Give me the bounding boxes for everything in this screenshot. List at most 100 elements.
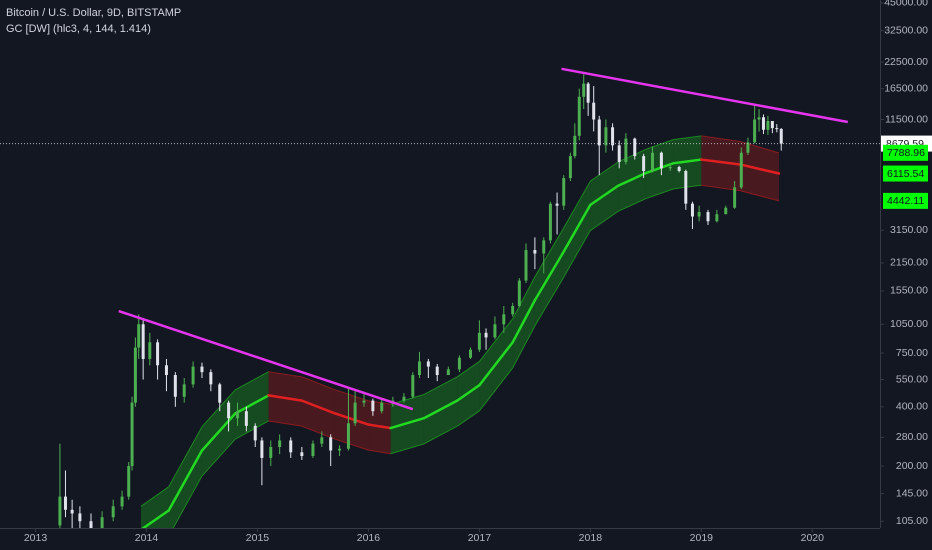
candle-body [668, 167, 672, 169]
band-area [701, 135, 741, 191]
candle-body [127, 466, 131, 497]
band-edge [512, 325, 536, 369]
candle-body [684, 170, 688, 204]
band-edge [235, 420, 269, 440]
candle-body [253, 425, 257, 441]
candle-body [592, 102, 596, 120]
candle-body [753, 119, 757, 143]
band-mid-line [589, 184, 620, 207]
indicator-label: GC [DW] (hlc3, 4, 144, 1.414) [6, 23, 151, 35]
band-value-label: 7788.96 [887, 147, 925, 159]
y-tick-label: 1550.00 [890, 285, 928, 297]
candle-body [289, 440, 293, 453]
candle-body [446, 369, 450, 376]
y-tick-label: 16500.00 [884, 82, 928, 94]
band-edge [562, 230, 591, 280]
candle-body [63, 496, 67, 510]
candle-body [380, 402, 384, 412]
candle-body [200, 366, 204, 373]
band-mid-line [389, 416, 426, 430]
candle-body [624, 138, 628, 162]
band-mid-line [672, 158, 703, 165]
band-mid-line [167, 449, 204, 512]
candle-body [484, 332, 488, 338]
x-tick-label: 2013 [24, 532, 48, 544]
band-edge [740, 190, 780, 202]
candle-body [597, 119, 601, 146]
band-edge [562, 180, 591, 230]
y-tick-label: 11500.00 [885, 113, 928, 125]
x-tick-label: 2019 [690, 532, 714, 544]
candle-body [715, 214, 719, 222]
y-tick-label: 145.00 [896, 487, 928, 499]
candle-body [775, 128, 779, 130]
candle-body [244, 411, 248, 426]
candle-body [402, 396, 406, 401]
y-tick-label: 32500.00 [884, 24, 928, 36]
candle-body [218, 384, 222, 403]
candle-body [555, 203, 559, 206]
candle-body [100, 517, 104, 528]
candle-body [209, 372, 213, 385]
candle-body [260, 440, 264, 458]
y-tick-label: 45000.00 [884, 0, 928, 9]
candle-body [524, 250, 528, 281]
candle-body [577, 96, 581, 136]
band-mid-line [616, 171, 648, 188]
y-tick-label: 200.00 [896, 460, 928, 472]
candle-body [120, 496, 124, 507]
candle-body [164, 365, 168, 376]
candle-body [779, 128, 783, 144]
band-edge [512, 276, 536, 319]
candle-body [761, 117, 765, 130]
candle-body [542, 240, 546, 254]
legend: Bitcoin / U.S. Dollar, 9D, BITSTAMP GC [… [6, 7, 181, 35]
candle-body [457, 357, 461, 370]
candle-body [173, 375, 177, 397]
candle-body [611, 127, 615, 146]
candle-body [58, 496, 62, 526]
y-tick-label: 2150.00 [890, 257, 928, 269]
candle-body [235, 411, 239, 419]
candle-body [617, 145, 621, 162]
candle-body [311, 443, 315, 457]
band-value-box [883, 165, 928, 182]
band-edge [645, 188, 674, 200]
candle-body [746, 142, 750, 153]
band-mid-line [738, 163, 781, 175]
candle-body [642, 156, 646, 171]
trendline [561, 67, 849, 124]
x-tick-label: 2017 [468, 532, 492, 544]
y-tick-label: 400.00 [896, 401, 928, 413]
candle-body [89, 521, 93, 528]
band-mid-line [200, 412, 237, 452]
band-edge [168, 426, 203, 488]
candle-body [137, 324, 141, 348]
band-edge [140, 486, 169, 507]
band-edge [478, 367, 514, 412]
band-edge [673, 184, 702, 190]
band-mid-line [478, 341, 514, 387]
candle-body [517, 280, 521, 306]
band-value-box [883, 144, 928, 161]
candle-body [604, 127, 608, 146]
band-edge [617, 148, 647, 163]
candle-body [329, 437, 333, 451]
band-edge [268, 420, 302, 427]
band-mid-line [234, 394, 270, 415]
trendline [118, 309, 414, 411]
band-mid-line [644, 161, 675, 175]
candle-body [227, 402, 231, 419]
candle-body [411, 375, 415, 397]
candle-body [677, 167, 681, 171]
candle-body [141, 324, 145, 359]
band-area [168, 426, 202, 528]
candle-body [582, 83, 586, 97]
band-value-box [883, 192, 928, 209]
candle-body [191, 366, 195, 385]
axes: 45000.00 32500.00 22500.00 16500.00 11500.00… [24, 0, 932, 544]
band-edge [201, 438, 236, 477]
band-edge [479, 318, 514, 362]
